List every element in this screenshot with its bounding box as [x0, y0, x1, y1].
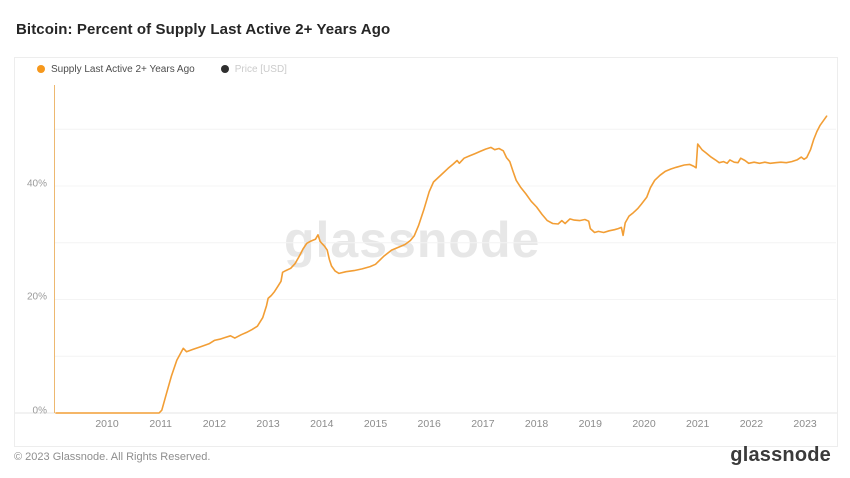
- x-axis-tick: 2021: [686, 418, 710, 430]
- y-axis-tick: 20%: [26, 291, 47, 303]
- glassnode-watermark: glassnode: [284, 212, 541, 268]
- x-axis-tick: 2013: [256, 418, 280, 430]
- x-axis-tick: 2011: [149, 418, 172, 430]
- legend-dot-supply-icon: [37, 65, 45, 73]
- legend-label-supply: Supply Last Active 2+ Years Ago: [51, 63, 195, 75]
- legend-item-price-usd[interactable]: Price [USD]: [220, 63, 287, 75]
- glassnode-logo: glassnode: [730, 444, 831, 466]
- x-axis-tick: 2023: [793, 418, 817, 430]
- x-axis-tick: 2019: [578, 418, 602, 430]
- legend-label-price: Price [USD]: [234, 63, 287, 75]
- x-axis-tick: 2012: [202, 418, 227, 430]
- x-axis-tick: 2010: [95, 418, 119, 430]
- x-axis-tick: 2020: [632, 418, 656, 430]
- x-axis-tick: 2014: [310, 418, 334, 430]
- legend-item-supply-last-active[interactable]: Supply Last Active 2+ Years Ago: [37, 64, 195, 75]
- copyright-text: © 2023 Glassnode. All Rights Reserved.: [14, 451, 211, 463]
- chart-legend: Supply Last Active 2+ Years Ago Price [U…: [37, 62, 287, 76]
- x-axis-tick: 2016: [417, 418, 441, 430]
- x-axis-tick: 2015: [363, 418, 388, 430]
- page-title: Bitcoin: Percent of Supply Last Active 2…: [16, 21, 391, 38]
- x-axis-tick: 2018: [524, 418, 549, 430]
- legend-dot-price-icon: [220, 65, 229, 73]
- y-axis-tick: 0%: [32, 405, 47, 416]
- x-axis-tick: 2017: [471, 418, 495, 430]
- x-axis-tick: 2022: [739, 418, 764, 430]
- y-axis-tick: 40%: [26, 178, 47, 189]
